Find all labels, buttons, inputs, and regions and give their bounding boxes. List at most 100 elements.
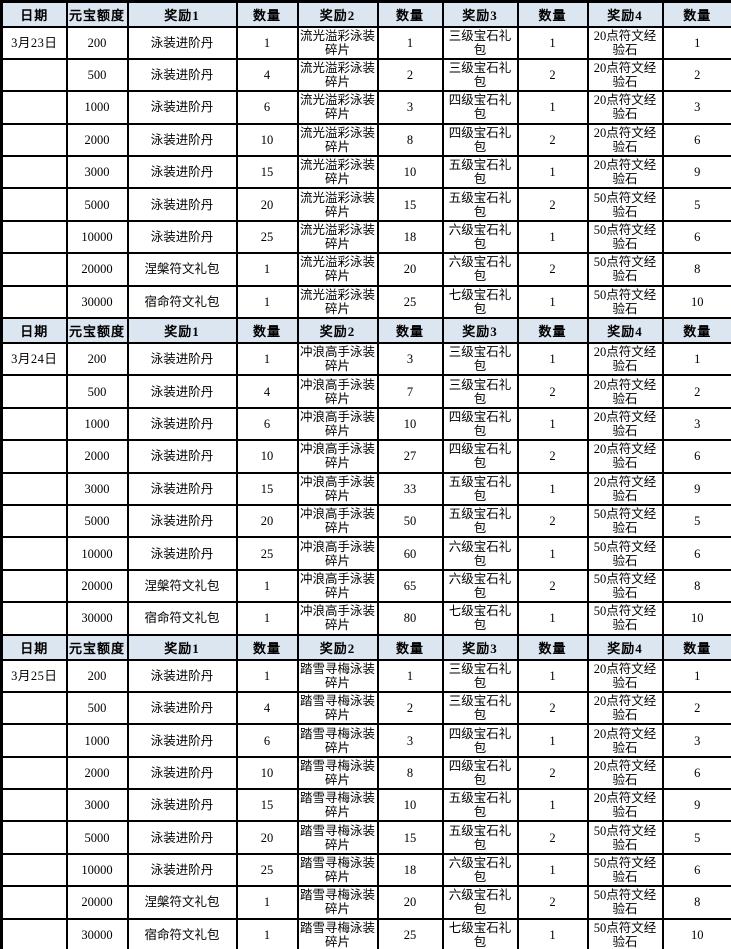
reward1-cell: 涅槃符文礼包	[126, 568, 238, 604]
column-header: 数量	[661, 317, 731, 345]
reward3-qty-cell: 1	[516, 917, 589, 949]
reward4-cell: 20点符文经验石	[586, 25, 664, 60]
reward2-qty-cell: 3	[376, 723, 444, 758]
ingot-amount-cell: 1000	[65, 90, 129, 125]
date-cell-empty	[0, 122, 68, 158]
reward3-qty-cell: 1	[516, 658, 589, 693]
reward1-qty-cell: 6	[235, 90, 299, 125]
column-header-row: 日期 元宝额度 奖励1 数量 奖励2 数量 奖励3 数量 奖励4 数量	[0, 633, 731, 661]
reward3-qty-cell: 2	[516, 885, 589, 920]
reward1-qty-cell: 1	[235, 658, 299, 693]
reward3-cell: 六级宝石礼包	[441, 252, 519, 287]
reward4-cell: 50点符文经验石	[586, 917, 664, 949]
table-row: 2000 泳装进阶丹 10 冲浪高手泳装碎片 27 四级宝石礼包 2 20点符文经验石 6	[0, 439, 731, 474]
reward3-cell: 五级宝石礼包	[441, 820, 519, 855]
reward4-cell: 50点符文经验石	[586, 187, 664, 222]
reward2-qty-cell: 33	[376, 471, 444, 506]
date-cell-empty	[0, 536, 68, 571]
table-row: 3000 泳装进阶丹 15 踏雪寻梅泳装碎片 10 五级宝石礼包 1 20点符文经验石 9	[0, 788, 731, 823]
reward2-cell: 踏雪寻梅泳装碎片	[296, 755, 379, 791]
date-cell-empty	[0, 601, 68, 636]
table-row: 500 泳装进阶丹 4 流光溢彩泳装碎片 2 三级宝石礼包 2 20点符文经验石 2	[0, 57, 731, 93]
table-row: 10000 泳装进阶丹 25 踏雪寻梅泳装碎片 18 六级宝石礼包 1 50点符文经验石 6	[0, 852, 731, 888]
reward3-qty-cell: 1	[516, 284, 589, 320]
reward2-cell: 流光溢彩泳装碎片	[296, 90, 379, 125]
table-row: 1000 泳装进阶丹 6 踏雪寻梅泳装碎片 3 四级宝石礼包 1 20点符文经验石 3	[0, 723, 731, 758]
column-header: 元宝额度	[65, 633, 129, 661]
reward2-cell: 踏雪寻梅泳装碎片	[296, 690, 379, 726]
ingot-amount-cell: 10000	[65, 852, 129, 888]
column-header: 数量	[661, 633, 731, 661]
reward2-cell: 流光溢彩泳装碎片	[296, 25, 379, 60]
date-cell-empty	[0, 690, 68, 726]
date-cell-empty	[0, 820, 68, 855]
column-header-row: 日期 元宝额度 奖励1 数量 奖励2 数量 奖励3 数量 奖励4 数量	[0, 317, 731, 345]
reward1-qty-cell: 10	[235, 439, 299, 474]
column-header: 数量	[516, 633, 589, 661]
reward2-qty-cell: 20	[376, 252, 444, 287]
reward1-qty-cell: 10	[235, 122, 299, 158]
reward4-cell: 50点符文经验石	[586, 284, 664, 320]
reward1-cell: 泳装进阶丹	[126, 788, 238, 823]
reward4-qty-cell: 5	[661, 503, 731, 539]
ingot-amount-cell: 5000	[65, 187, 129, 222]
reward4-cell: 50点符文经验石	[586, 601, 664, 636]
reward2-cell: 踏雪寻梅泳装碎片	[296, 723, 379, 758]
reward4-cell: 50点符文经验石	[586, 820, 664, 855]
reward4-qty-cell: 6	[661, 536, 731, 571]
reward1-cell: 涅槃符文礼包	[126, 885, 238, 920]
reward3-cell: 三级宝石礼包	[441, 690, 519, 726]
reward3-qty-cell: 1	[516, 852, 589, 888]
reward4-qty-cell: 8	[661, 885, 731, 920]
reward4-cell: 20点符文经验石	[586, 723, 664, 758]
reward3-qty-cell: 1	[516, 406, 589, 442]
reward3-cell: 四级宝石礼包	[441, 406, 519, 442]
reward3-cell: 三级宝石礼包	[441, 57, 519, 93]
reward2-cell: 流光溢彩泳装碎片	[296, 155, 379, 190]
reward3-cell: 五级宝石礼包	[441, 503, 519, 539]
table-row: 30000 宿命符文礼包 1 踏雪寻梅泳装碎片 25 七级宝石礼包 1 50点符文经验石 10	[0, 917, 731, 949]
reward4-cell: 20点符文经验石	[586, 406, 664, 442]
reward2-qty-cell: 20	[376, 885, 444, 920]
reward2-cell: 踏雪寻梅泳装碎片	[296, 917, 379, 949]
date-cell-empty	[0, 219, 68, 255]
date-cell-empty	[0, 284, 68, 320]
reward4-cell: 50点符文经验石	[586, 219, 664, 255]
reward1-qty-cell: 4	[235, 374, 299, 409]
reward4-qty-cell: 6	[661, 439, 731, 474]
reward3-qty-cell: 1	[516, 723, 589, 758]
reward2-qty-cell: 50	[376, 503, 444, 539]
reward2-cell: 冲浪高手泳装碎片	[296, 439, 379, 474]
reward4-qty-cell: 5	[661, 820, 731, 855]
reward1-qty-cell: 20	[235, 187, 299, 222]
reward4-qty-cell: 6	[661, 219, 731, 255]
reward4-cell: 20点符文经验石	[586, 342, 664, 377]
reward4-qty-cell: 8	[661, 568, 731, 604]
reward4-qty-cell: 3	[661, 406, 731, 442]
reward4-cell: 20点符文经验石	[586, 122, 664, 158]
ingot-amount-cell: 2000	[65, 439, 129, 474]
reward4-qty-cell: 2	[661, 374, 731, 409]
reward1-qty-cell: 4	[235, 57, 299, 93]
date-cell-empty	[0, 187, 68, 222]
date-cell-empty	[0, 723, 68, 758]
reward2-cell: 踏雪寻梅泳装碎片	[296, 820, 379, 855]
ingot-amount-cell: 20000	[65, 568, 129, 604]
reward3-cell: 四级宝石礼包	[441, 439, 519, 474]
column-header: 数量	[376, 0, 444, 28]
reward2-cell: 踏雪寻梅泳装碎片	[296, 885, 379, 920]
reward1-qty-cell: 1	[235, 25, 299, 60]
reward1-qty-cell: 10	[235, 755, 299, 791]
reward1-cell: 泳装进阶丹	[126, 406, 238, 442]
reward4-cell: 20点符文经验石	[586, 658, 664, 693]
date-cell-empty	[0, 374, 68, 409]
reward1-cell: 宿命符文礼包	[126, 917, 238, 949]
ingot-amount-cell: 2000	[65, 122, 129, 158]
reward2-qty-cell: 25	[376, 917, 444, 949]
date-cell-empty	[0, 852, 68, 888]
date-cell-empty	[0, 406, 68, 442]
reward3-qty-cell: 2	[516, 820, 589, 855]
column-header: 数量	[376, 633, 444, 661]
reward3-qty-cell: 2	[516, 187, 589, 222]
